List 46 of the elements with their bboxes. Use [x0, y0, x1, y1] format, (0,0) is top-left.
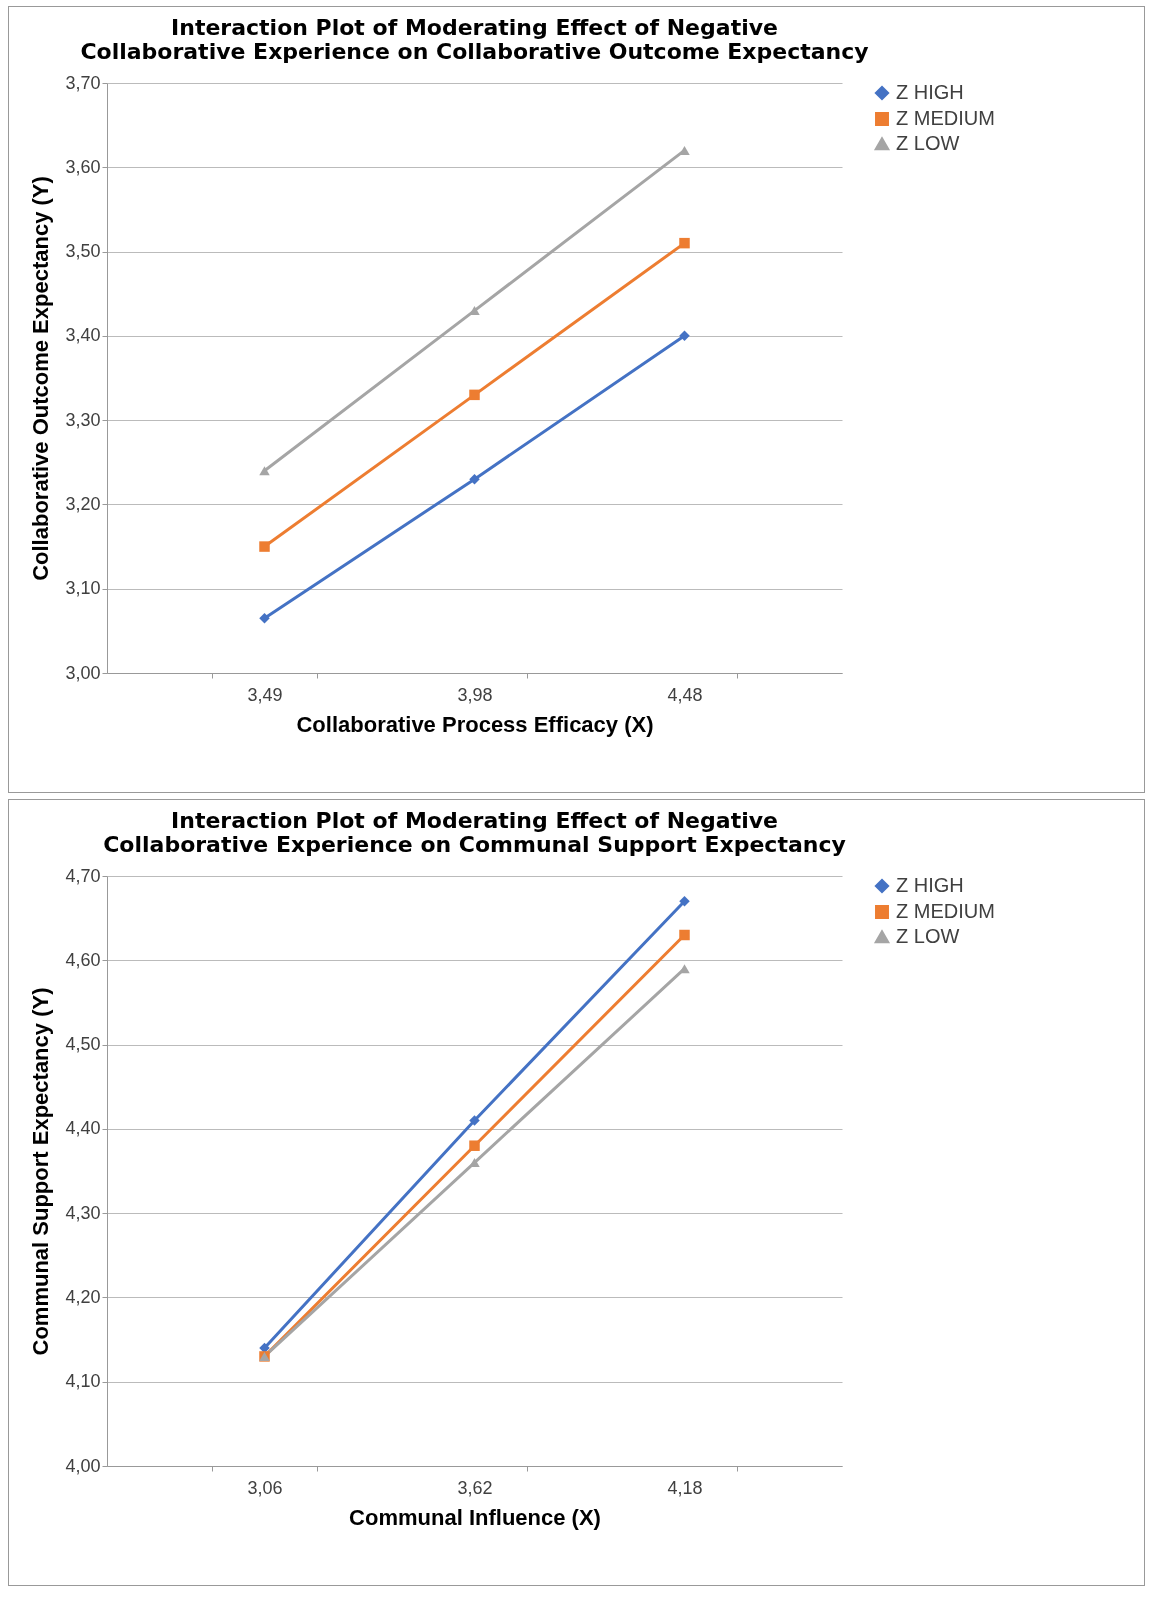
point — [679, 929, 690, 941]
y-tick-label: 3,50 — [65, 241, 101, 262]
legend-label: Z HIGH — [896, 81, 964, 103]
x-tick-label: 4,18 — [667, 1477, 703, 1498]
y-tick-label: 4,40 — [65, 1118, 101, 1139]
legend-label: Z MEDIUM — [896, 900, 995, 922]
point — [469, 1115, 480, 1126]
point — [259, 612, 270, 624]
point — [469, 1158, 480, 1168]
chart-title: Interaction Plot of Moderating Effect of Negative Collaborative Experience on Collaborative Outcome Expectancy — [80, 15, 869, 64]
y-tick-label: 4,00 — [65, 1455, 101, 1476]
point — [469, 389, 480, 401]
legend-label: Z LOW — [896, 132, 960, 154]
x-axis-title: Collaborative Process Efficacy (X) — [296, 711, 654, 737]
x-tick-label: 3,98 — [457, 684, 493, 705]
x-tick-label: 3,62 — [457, 1477, 493, 1498]
legend-label: Z HIGH — [896, 874, 964, 896]
point — [679, 330, 690, 342]
point — [259, 466, 270, 476]
y-tick-label: 4,70 — [65, 865, 101, 886]
point — [469, 473, 480, 485]
y-tick-label: 3,10 — [65, 578, 101, 599]
y-tick-label: 3,70 — [65, 72, 101, 93]
y-tick-label: 3,00 — [65, 662, 101, 683]
x-axis-title: Communal Influence (X) — [349, 1504, 601, 1530]
y-tick-label: 3,20 — [65, 493, 101, 514]
y-tick-label: 4,50 — [65, 1034, 101, 1055]
y-tick-label: 4,10 — [65, 1371, 101, 1392]
x-tick-label: 3,49 — [247, 684, 283, 705]
y-tick-label: 4,20 — [65, 1286, 101, 1307]
point — [679, 896, 690, 907]
y-tick-label: 3,60 — [65, 156, 101, 177]
point — [259, 541, 270, 552]
point — [679, 237, 690, 249]
y-tick-label: 4,30 — [65, 1202, 101, 1223]
y-axis-title: Communal Support Expectancy (Y) — [28, 987, 54, 1356]
y-tick-label: 3,30 — [65, 409, 101, 430]
chart-title: Interaction Plot of Moderating Effect of Negative Collaborative Experience on Communal Support Expectancy — [103, 808, 846, 857]
x-tick-label: 4,48 — [667, 684, 703, 705]
legend-label: Z LOW — [896, 925, 960, 947]
point — [469, 1140, 480, 1151]
y-tick-label: 4,60 — [65, 949, 101, 970]
legend-label: Z MEDIUM — [896, 107, 995, 129]
y-axis-title: Collaborative Outcome Expectancy (Y) — [28, 176, 54, 581]
y-tick-label: 3,40 — [65, 325, 101, 346]
x-tick-label: 3,06 — [247, 1477, 283, 1498]
